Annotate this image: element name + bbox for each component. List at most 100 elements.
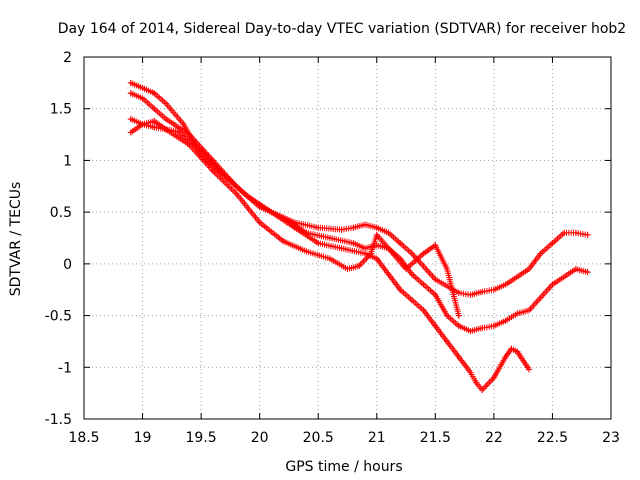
data-point — [362, 250, 369, 257]
data-point — [572, 266, 579, 273]
data-point — [280, 238, 287, 245]
data-point — [151, 105, 158, 112]
data-point — [584, 269, 591, 276]
data-point — [490, 374, 497, 381]
data-point — [537, 250, 544, 257]
data-point — [403, 266, 410, 273]
data-point — [268, 209, 275, 216]
data-point — [455, 322, 462, 329]
data-point — [162, 100, 169, 107]
data-point — [479, 324, 486, 331]
data-point — [256, 219, 263, 226]
series-trace-3 — [127, 116, 533, 394]
data-point — [303, 248, 310, 255]
data-point — [127, 79, 134, 86]
data-point — [444, 312, 451, 319]
data-point — [315, 240, 322, 247]
data-point — [151, 124, 158, 131]
x-tick-label: 21.5 — [420, 430, 451, 446]
data-point — [151, 118, 158, 125]
x-tick-label: 19 — [134, 430, 152, 446]
data-point — [385, 229, 392, 236]
data-point — [514, 310, 521, 317]
data-point — [584, 231, 591, 238]
data-point — [151, 90, 158, 97]
data-point — [373, 231, 380, 238]
y-tick-label: -0.5 — [45, 309, 72, 325]
x-tick-label: 20.5 — [303, 430, 334, 446]
data-point — [198, 147, 205, 154]
series-trace-4 — [127, 118, 462, 319]
data-point — [362, 245, 369, 252]
data-point — [408, 271, 415, 278]
data-point — [338, 245, 345, 252]
data-point — [473, 379, 480, 386]
data-point — [244, 193, 251, 200]
data-point — [526, 366, 533, 373]
data-point — [444, 266, 451, 273]
data-point — [455, 312, 462, 319]
data-point — [420, 250, 427, 257]
data-point — [455, 353, 462, 360]
data-point — [385, 271, 392, 278]
y-tick-label: 1.5 — [50, 102, 72, 118]
y-tick-label: -1.5 — [45, 412, 72, 428]
y-tick-label: 2 — [63, 50, 72, 66]
data-point — [420, 281, 427, 288]
data-point — [467, 291, 474, 298]
data-point — [408, 297, 415, 304]
data-point — [397, 286, 404, 293]
data-point — [490, 322, 497, 329]
data-point — [385, 245, 392, 252]
data-point — [291, 224, 298, 231]
data-point — [432, 276, 439, 283]
y-axis-label: SDTVAR / TECUs — [8, 182, 24, 297]
data-point — [233, 190, 240, 197]
data-point — [432, 291, 439, 298]
y-tick-label: 0 — [63, 257, 72, 273]
data-point — [350, 240, 357, 247]
data-point — [127, 90, 134, 97]
data-point — [373, 224, 380, 231]
data-point — [490, 286, 497, 293]
data-point — [186, 141, 193, 148]
data-point — [356, 262, 363, 269]
data-point — [186, 131, 193, 138]
x-tick-label: 20 — [251, 430, 269, 446]
data-point — [549, 281, 556, 288]
plot-frame — [83, 56, 612, 420]
x-tick-label: 23 — [602, 430, 620, 446]
data-point — [362, 221, 369, 228]
data-point — [526, 266, 533, 273]
data-point — [344, 266, 351, 273]
data-point — [408, 250, 415, 257]
y-tick-label: 0.5 — [50, 205, 72, 221]
x-tick-label: 22.5 — [537, 430, 568, 446]
data-point — [127, 129, 134, 136]
data-point — [432, 322, 439, 329]
data-point — [373, 255, 380, 262]
data-point — [420, 307, 427, 314]
data-point — [127, 116, 134, 123]
data-point — [455, 289, 462, 296]
data-point — [397, 240, 404, 247]
data-point — [502, 317, 509, 324]
data-point — [338, 226, 345, 233]
data-series — [127, 79, 591, 394]
data-point — [139, 121, 146, 128]
axis-ticks: 18.5 19 19.5 20 20.5 21 21.5 22 22.5 2321.510.50-… — [45, 50, 620, 446]
data-point — [350, 224, 357, 231]
x-tick-label: 18.5 — [68, 430, 99, 446]
data-point — [526, 307, 533, 314]
x-tick-label: 21 — [368, 430, 386, 446]
data-point — [467, 328, 474, 335]
data-point — [174, 128, 181, 135]
data-point — [180, 121, 187, 128]
data-point — [502, 281, 509, 288]
x-tick-label: 22 — [485, 430, 503, 446]
data-point — [209, 167, 216, 174]
y-tick-label: 1 — [63, 153, 72, 169]
data-point — [139, 95, 146, 102]
data-point — [139, 85, 146, 92]
chart-title: Day 164 of 2014, Sidereal Day-to-day VTE… — [58, 21, 626, 37]
